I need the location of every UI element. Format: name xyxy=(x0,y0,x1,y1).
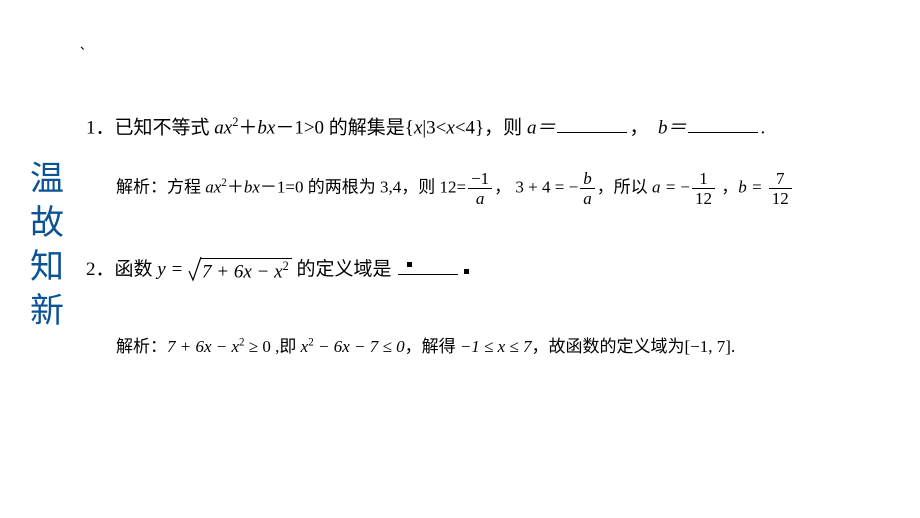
top-dot: 、 xyxy=(80,36,92,53)
q1-blank-b xyxy=(688,113,758,133)
sol2-end: . xyxy=(731,337,735,356)
sol2-hence: ，故函数的定义域为 xyxy=(532,337,685,356)
sol1-label: 解析：方程 xyxy=(116,177,205,196)
q1-cond2: <4}，则 xyxy=(455,117,527,138)
sol2-ineq1: 7 + 6x − x xyxy=(167,337,239,356)
q1-text-1: 已知不等式 xyxy=(115,117,215,138)
sol1-c3: ， xyxy=(717,177,738,196)
sol2-interval: [−1, 7] xyxy=(685,337,731,356)
q1-plus: ＋ xyxy=(238,117,257,138)
sol1-f2-num: b xyxy=(580,170,595,189)
sol1-12eq: 12= xyxy=(439,177,466,196)
sidebar-char-2: 故 xyxy=(28,202,68,246)
q1-end: . xyxy=(760,117,765,138)
q2-sqrt: 7 + 6x − x2 xyxy=(188,258,292,283)
sol1-neg1: − xyxy=(569,177,579,196)
q2-mid-dot xyxy=(407,262,412,267)
sol1-f2-den: a xyxy=(580,189,595,207)
q1-aeq: a＝ xyxy=(527,117,556,138)
q2-yeq: y = xyxy=(157,259,188,280)
sol1-f4-num: 7 xyxy=(769,170,792,189)
q1-ax: ax xyxy=(214,117,232,138)
q2-text-1: 函数 xyxy=(115,259,158,280)
sol1-f1-den: a xyxy=(468,189,492,207)
sol1-frac3: 112 xyxy=(692,170,715,207)
sol1-aeq: a = xyxy=(652,177,680,196)
sidebar-char-4: 新 xyxy=(28,290,68,334)
q1-number: 1． xyxy=(86,117,115,138)
sol1-beq: b = xyxy=(738,177,766,196)
sol1-f3-den: 12 xyxy=(692,189,715,207)
sol1-f3-num: 1 xyxy=(692,170,715,189)
sol1-neg2: − xyxy=(680,177,690,196)
q1-beq: b＝ xyxy=(658,117,687,138)
sol2-mid: − 6x − 7 ≤ 0 xyxy=(314,337,405,356)
q2-number: 2． xyxy=(86,259,115,280)
q2-rad-sup: 2 xyxy=(283,259,289,273)
sol1-f4-den: 12 xyxy=(769,189,792,207)
sidebar-char-3: 知 xyxy=(28,246,68,290)
sol1-bx: bx xyxy=(244,177,260,196)
sidebar-char-1: 温 xyxy=(28,158,68,202)
sol2-solve: ，解得 xyxy=(405,337,460,356)
q1-t2: －1>0 的解集是{ xyxy=(275,117,414,138)
q2-text-2: 的定义域是 xyxy=(292,259,397,280)
sol1-frac4: 712 xyxy=(769,170,792,207)
solution-1: 解析：方程 ax2＋bx－1=0 的两根为 3,4，则 12=−1a， 3 + … xyxy=(116,170,794,207)
sol1-c1: ， xyxy=(494,177,511,196)
q1-bx: bx xyxy=(257,117,275,138)
q1-cond: |3< xyxy=(422,117,446,138)
q2-period xyxy=(464,269,469,274)
q1-blank-a xyxy=(557,113,627,133)
sol1-frac2: ba xyxy=(580,170,595,207)
sol2-label: 解析： xyxy=(116,337,167,356)
question-1: 1．已知不等式 ax2＋bx－1>0 的解集是{x|3<x<4}，则 a＝， b… xyxy=(86,108,765,142)
sol1-ax: ax xyxy=(205,177,221,196)
sol1-f1-num: −1 xyxy=(468,170,492,189)
sol1-sum: 3 + 4 = xyxy=(515,177,568,196)
question-2: 2．函数 y = 7 + 6x − x2 的定义域是 xyxy=(86,254,469,283)
solution-2: 解析：7 + 6x − x2 ≥ 0 ,即 x2 − 6x − 7 ≤ 0，解得… xyxy=(116,332,735,357)
sol2-ge0: ≥ 0 , xyxy=(245,337,280,356)
q2-radicand: 7 + 6x − x2 xyxy=(200,258,292,283)
radical-icon xyxy=(188,256,202,282)
sol1-frac1: −1a xyxy=(468,170,492,207)
sidebar-title: 温 故 知 新 xyxy=(28,158,68,334)
sol2-range: −1 ≤ x ≤ 7 xyxy=(460,337,532,356)
sol2-ie: 即 xyxy=(279,337,300,356)
q1-x2: x xyxy=(446,117,454,138)
q1-comma: ， xyxy=(629,117,648,138)
q2-rad-text: 7 + 6x − x xyxy=(202,261,283,282)
sol1-c2: ，所以 xyxy=(597,177,652,196)
sol1-eq4: －1=0 的两根为 3,4，则 xyxy=(260,177,440,196)
sol1-plus: ＋ xyxy=(227,177,244,196)
